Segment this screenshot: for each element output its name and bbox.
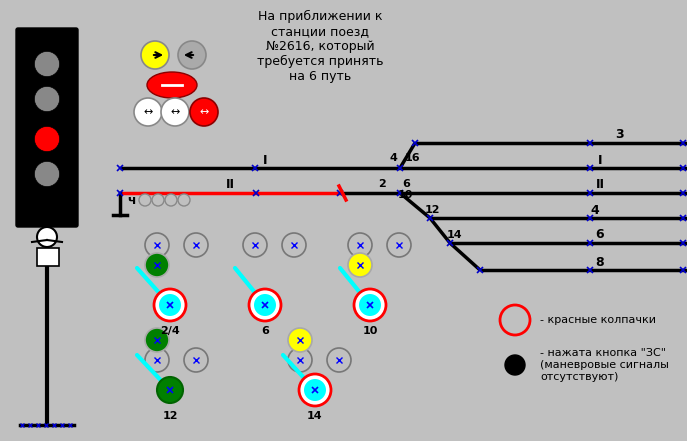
Circle shape <box>145 233 169 257</box>
Text: 2: 2 <box>378 179 386 189</box>
Text: I: I <box>598 153 602 167</box>
Text: 12: 12 <box>425 205 440 215</box>
Text: ↔: ↔ <box>144 107 153 117</box>
Circle shape <box>134 98 162 126</box>
Text: 4: 4 <box>591 203 599 217</box>
Circle shape <box>34 52 60 77</box>
Circle shape <box>141 41 169 69</box>
Circle shape <box>348 253 372 277</box>
Circle shape <box>34 161 60 187</box>
Text: 14: 14 <box>307 411 323 421</box>
Circle shape <box>178 41 206 69</box>
Text: - нажата кнопка "ЗС"
(маневровые сигналы
отсутствуют): - нажата кнопка "ЗС" (маневровые сигналы… <box>540 348 669 381</box>
Text: 4: 4 <box>389 153 397 163</box>
Circle shape <box>34 86 60 112</box>
Text: На приближении к
станции поезд
№2616, который
требуется принять
на 6 путь: На приближении к станции поезд №2616, ко… <box>257 10 383 83</box>
Circle shape <box>190 98 218 126</box>
Circle shape <box>37 227 57 247</box>
Circle shape <box>243 233 267 257</box>
Circle shape <box>348 233 372 257</box>
Circle shape <box>159 294 181 316</box>
Text: II: II <box>225 179 234 191</box>
Text: 2/4: 2/4 <box>160 326 180 336</box>
Circle shape <box>500 305 530 335</box>
Circle shape <box>157 377 183 403</box>
Circle shape <box>354 289 386 321</box>
Circle shape <box>288 328 312 352</box>
Circle shape <box>387 233 411 257</box>
Text: 10: 10 <box>362 326 378 336</box>
Text: 6: 6 <box>402 179 410 189</box>
Circle shape <box>145 328 169 352</box>
Text: ↔: ↔ <box>199 107 209 117</box>
Text: - красные колпачки: - красные колпачки <box>540 315 656 325</box>
Text: ч: ч <box>126 194 135 206</box>
Text: 6: 6 <box>596 228 605 242</box>
Circle shape <box>282 233 306 257</box>
Circle shape <box>152 194 164 206</box>
FancyBboxPatch shape <box>37 248 59 266</box>
Text: ↔: ↔ <box>170 107 180 117</box>
Circle shape <box>288 348 312 372</box>
Ellipse shape <box>147 72 197 98</box>
Circle shape <box>145 253 169 277</box>
Circle shape <box>139 194 151 206</box>
Circle shape <box>161 98 189 126</box>
Text: 8: 8 <box>596 255 605 269</box>
Text: 3: 3 <box>616 128 624 142</box>
Circle shape <box>34 127 60 152</box>
Circle shape <box>304 379 326 401</box>
Circle shape <box>184 233 208 257</box>
Circle shape <box>327 348 351 372</box>
FancyBboxPatch shape <box>16 28 78 227</box>
Circle shape <box>184 348 208 372</box>
Circle shape <box>254 294 276 316</box>
Circle shape <box>359 294 381 316</box>
Circle shape <box>178 194 190 206</box>
Text: 16: 16 <box>405 153 421 163</box>
Circle shape <box>299 374 331 406</box>
Circle shape <box>249 289 281 321</box>
Text: 10: 10 <box>397 190 413 200</box>
Circle shape <box>145 348 169 372</box>
Text: I: I <box>262 153 267 167</box>
Text: 12: 12 <box>162 411 178 421</box>
Circle shape <box>165 194 177 206</box>
Text: II: II <box>596 179 605 191</box>
Text: 6: 6 <box>261 326 269 336</box>
Text: 14: 14 <box>447 230 463 240</box>
Circle shape <box>505 355 525 375</box>
Circle shape <box>154 289 186 321</box>
